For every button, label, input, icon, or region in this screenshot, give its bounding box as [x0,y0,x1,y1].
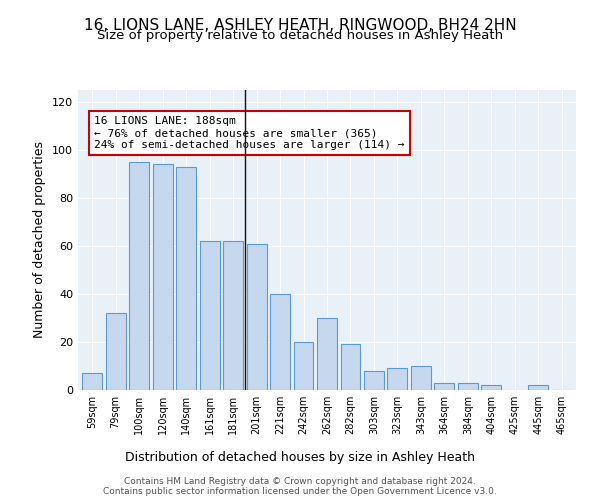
Bar [152,164,173,390]
Text: Size of property relative to detached houses in Ashley Heath: Size of property relative to detached ho… [97,29,503,42]
Bar [270,294,290,390]
Bar [364,371,384,390]
Bar [176,167,196,390]
Bar [129,162,149,390]
Bar [106,313,125,390]
Bar [341,344,361,390]
Text: 16, LIONS LANE, ASHLEY HEATH, RINGWOOD, BH24 2HN: 16, LIONS LANE, ASHLEY HEATH, RINGWOOD, … [83,18,517,32]
Text: 16 LIONS LANE: 188sqm
← 76% of detached houses are smaller (365)
24% of semi-det: 16 LIONS LANE: 188sqm ← 76% of detached … [94,116,405,150]
Text: Contains HM Land Registry data © Crown copyright and database right 2024.: Contains HM Land Registry data © Crown c… [124,476,476,486]
Bar [200,241,220,390]
Bar [434,383,454,390]
Bar [388,368,407,390]
Y-axis label: Number of detached properties: Number of detached properties [34,142,46,338]
Bar [317,318,337,390]
Bar [529,385,548,390]
Bar [481,385,502,390]
Bar [458,383,478,390]
Bar [247,244,266,390]
Text: Contains public sector information licensed under the Open Government Licence v3: Contains public sector information licen… [103,486,497,496]
Bar [82,373,102,390]
Bar [293,342,313,390]
Text: Distribution of detached houses by size in Ashley Heath: Distribution of detached houses by size … [125,451,475,464]
Bar [411,366,431,390]
Bar [223,241,243,390]
